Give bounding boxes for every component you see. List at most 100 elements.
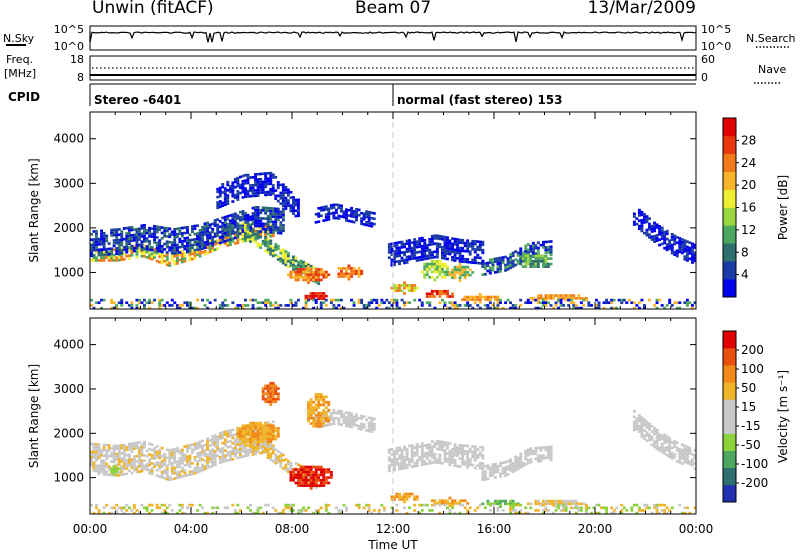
data-cell [216, 234, 220, 237]
data-cell [175, 449, 179, 453]
data-cell [529, 460, 533, 464]
data-cell [488, 271, 492, 275]
data-cell [425, 249, 429, 252]
data-cell [130, 301, 134, 305]
data-cell [125, 461, 129, 465]
data-cell [148, 226, 152, 230]
freq-frame [89, 55, 697, 81]
data-cell [211, 443, 215, 446]
data-cell [597, 511, 601, 515]
data-cell [446, 265, 449, 268]
data-cell [390, 458, 394, 462]
data-cell [143, 237, 146, 240]
data-cell [254, 183, 258, 187]
data-cell [246, 230, 250, 234]
data-cell [645, 423, 649, 426]
data-cell [309, 484, 313, 487]
data-cell [337, 298, 341, 302]
data-cell [668, 452, 672, 456]
data-cell [211, 440, 215, 444]
data-cell [453, 237, 457, 241]
data-cell [256, 206, 260, 209]
data-cell [324, 411, 328, 415]
data-cell [643, 423, 646, 427]
data-cell [175, 473, 179, 477]
data-cell [547, 453, 550, 457]
data-cell [481, 502, 485, 506]
data-cell [213, 240, 217, 244]
data-cell [264, 429, 268, 433]
data-cell [425, 265, 429, 268]
data-cell [342, 275, 346, 278]
data-cell [201, 298, 205, 302]
data-cell [372, 425, 376, 429]
data-cell [451, 237, 455, 240]
data-cell [390, 498, 394, 501]
data-cell [542, 265, 545, 268]
data-cell [413, 464, 417, 468]
data-cell [100, 464, 104, 468]
data-cell [163, 304, 167, 307]
data-cell [438, 502, 442, 505]
data-cell [332, 214, 336, 217]
data-cell [244, 223, 247, 227]
data-cell [165, 477, 169, 481]
data-cell [645, 231, 649, 234]
data-cell [228, 439, 232, 443]
data-cell [297, 468, 300, 471]
data-cell [514, 511, 518, 515]
data-cell [516, 254, 520, 257]
data-cell [499, 270, 502, 273]
data-cell [324, 216, 328, 219]
data-cell [127, 456, 131, 459]
data-cell [443, 457, 447, 460]
data-cell [438, 448, 442, 451]
data-cell [531, 449, 535, 453]
data-cell [140, 469, 144, 473]
data-cell [478, 262, 482, 265]
data-cell [231, 237, 235, 241]
noise-tick-left-bottom: 10^0 [54, 40, 84, 53]
data-cell [539, 294, 543, 297]
data-cell [655, 236, 659, 240]
data-cell [418, 511, 422, 515]
data-cell [249, 218, 253, 221]
data-cell [143, 459, 146, 463]
data-cell [168, 227, 172, 231]
data-cell [423, 244, 427, 247]
data-cell [294, 256, 298, 260]
data-cell [256, 191, 260, 195]
data-cell [491, 266, 495, 269]
data-cell [251, 186, 255, 190]
data-cell [405, 453, 409, 456]
data-cell [446, 289, 449, 293]
data-cell [302, 468, 306, 471]
data-cell [130, 445, 134, 448]
data-cell [524, 463, 528, 466]
data-cell [175, 227, 179, 231]
data-cell [309, 297, 313, 301]
data-cell [221, 304, 225, 307]
data-cell [382, 301, 386, 305]
data-cell [319, 214, 323, 218]
data-cell [307, 271, 311, 275]
data-cell [294, 468, 298, 471]
data-cell [127, 229, 131, 232]
data-cell [259, 440, 263, 444]
data-cell [362, 223, 366, 226]
data-cell [160, 511, 164, 515]
data-cell [536, 254, 540, 258]
data-cell [269, 435, 273, 438]
data-cell [163, 234, 167, 238]
data-cell [241, 232, 245, 236]
data-cell [140, 461, 144, 465]
data-cell [355, 424, 359, 427]
data-cell [693, 456, 697, 460]
cpid-panel: CPID Stereo -6401 normal (fast stereo) 153 [8, 83, 696, 107]
data-cell [226, 445, 230, 449]
data-cell [461, 246, 465, 250]
data-cell [266, 172, 270, 175]
data-cell [138, 243, 141, 247]
data-cell [471, 247, 475, 251]
data-cell [256, 444, 260, 448]
